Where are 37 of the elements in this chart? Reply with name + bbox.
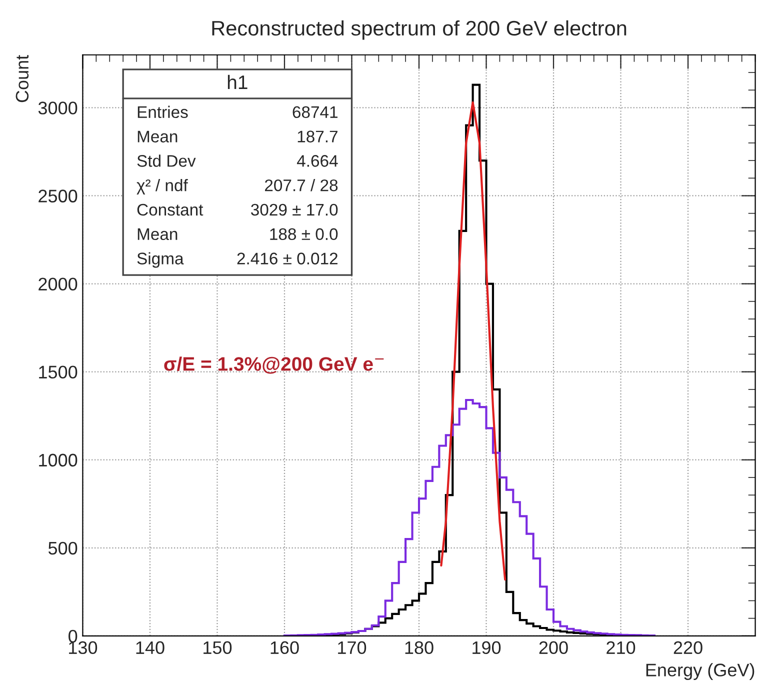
x-axis-title: Energy (GeV): [646, 663, 754, 680]
x-tick-label: 200: [539, 641, 568, 654]
x-tick-label: 210: [606, 641, 636, 654]
annotation: 187.7: [298, 130, 338, 142]
annotation: 188 ± 0.0: [270, 228, 338, 240]
annotation: χ² / ndf: [136, 179, 188, 195]
annotation: 207.7 / 28: [265, 179, 338, 192]
y-tick-label: 3000: [38, 102, 78, 114]
x-tick-label: 140: [136, 641, 164, 654]
x-tick-label: 160: [270, 641, 299, 654]
y-tick-label: 2000: [38, 278, 78, 290]
annotation: 68741: [292, 106, 338, 118]
x-tick-label: 130: [69, 641, 98, 654]
x-tick-label: 220: [674, 641, 702, 654]
chart-title: Reconstructed spectrum of 200 GeV electron: [212, 20, 626, 40]
x-tick-label: 170: [338, 641, 366, 654]
y-axis-title: Count: [16, 55, 29, 102]
annotation: 4.664: [296, 155, 338, 167]
y-tick-label: 500: [48, 542, 78, 555]
annotation: h1: [228, 74, 248, 89]
annotation: Sigma: [137, 252, 184, 268]
line-series: [440, 101, 506, 581]
x-tick-label: 180: [405, 641, 434, 654]
x-tick-label: 150: [204, 641, 232, 654]
annotation: Mean: [138, 130, 178, 142]
y-tick-label: 1000: [39, 454, 78, 467]
annotation: 3029 ± 17.0: [251, 204, 338, 216]
y-tick-label: 2500: [38, 190, 78, 202]
annotation: Std Dev: [137, 154, 196, 167]
annotation: Constant: [137, 204, 204, 216]
annotation: 2.416 ± 0.012: [237, 252, 338, 264]
annotation: Entries: [138, 106, 188, 118]
annotation: σ/E = 1.3%@200 GeV e$^{−}$: [164, 356, 384, 374]
y-tick-label: 1500: [39, 366, 78, 379]
x-tick-label: 190: [472, 641, 501, 654]
annotation: Mean: [138, 228, 178, 240]
y-tick-label: 0: [68, 630, 78, 643]
